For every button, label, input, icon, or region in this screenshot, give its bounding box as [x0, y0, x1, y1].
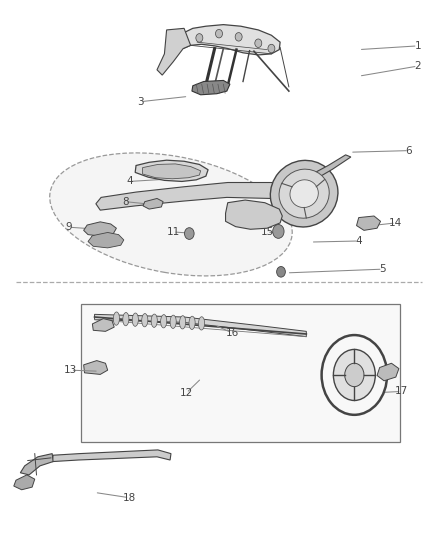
Text: 2: 2 — [414, 61, 421, 71]
Polygon shape — [157, 28, 191, 75]
Circle shape — [255, 39, 262, 47]
Circle shape — [196, 34, 203, 42]
Polygon shape — [180, 25, 280, 55]
Text: 14: 14 — [389, 218, 403, 228]
Ellipse shape — [290, 180, 318, 207]
Ellipse shape — [123, 312, 129, 326]
Circle shape — [215, 29, 223, 38]
Polygon shape — [52, 450, 171, 462]
Text: 17: 17 — [395, 386, 408, 397]
Polygon shape — [377, 364, 399, 381]
Polygon shape — [143, 164, 201, 179]
Text: 9: 9 — [65, 222, 72, 232]
Ellipse shape — [270, 160, 338, 227]
Polygon shape — [226, 200, 283, 229]
Ellipse shape — [279, 169, 329, 218]
Text: 18: 18 — [123, 492, 136, 503]
Ellipse shape — [132, 313, 138, 326]
Text: 6: 6 — [406, 146, 412, 156]
Text: 10: 10 — [90, 236, 103, 246]
Polygon shape — [84, 222, 117, 236]
Ellipse shape — [180, 316, 186, 329]
Text: 4: 4 — [355, 236, 362, 246]
Polygon shape — [88, 232, 124, 248]
Text: 16: 16 — [226, 328, 239, 338]
Polygon shape — [143, 198, 163, 209]
Ellipse shape — [50, 153, 292, 276]
Circle shape — [273, 224, 284, 238]
Polygon shape — [95, 314, 306, 337]
Ellipse shape — [189, 316, 195, 329]
Text: 13: 13 — [64, 365, 77, 375]
Polygon shape — [289, 155, 351, 185]
Circle shape — [235, 33, 242, 41]
Circle shape — [268, 44, 275, 53]
Text: 12: 12 — [180, 388, 193, 398]
Text: 5: 5 — [379, 264, 386, 274]
Ellipse shape — [198, 317, 205, 330]
Circle shape — [184, 228, 194, 239]
Polygon shape — [135, 160, 208, 181]
Circle shape — [345, 364, 364, 386]
Text: 11: 11 — [166, 227, 180, 237]
Text: 4: 4 — [126, 176, 133, 187]
Polygon shape — [14, 475, 35, 490]
Circle shape — [333, 350, 375, 400]
Polygon shape — [357, 216, 381, 230]
Ellipse shape — [151, 314, 157, 327]
Polygon shape — [92, 319, 114, 332]
Polygon shape — [96, 182, 306, 210]
Polygon shape — [84, 361, 108, 374]
Polygon shape — [20, 454, 53, 475]
Text: 3: 3 — [137, 96, 144, 107]
Text: 15: 15 — [261, 227, 274, 237]
Ellipse shape — [170, 315, 176, 328]
Text: 1: 1 — [414, 41, 421, 51]
Ellipse shape — [142, 313, 148, 327]
Polygon shape — [192, 80, 230, 95]
Circle shape — [277, 266, 286, 277]
Text: 8: 8 — [122, 197, 128, 207]
Ellipse shape — [161, 314, 167, 328]
Ellipse shape — [113, 312, 120, 325]
FancyBboxPatch shape — [81, 304, 400, 442]
